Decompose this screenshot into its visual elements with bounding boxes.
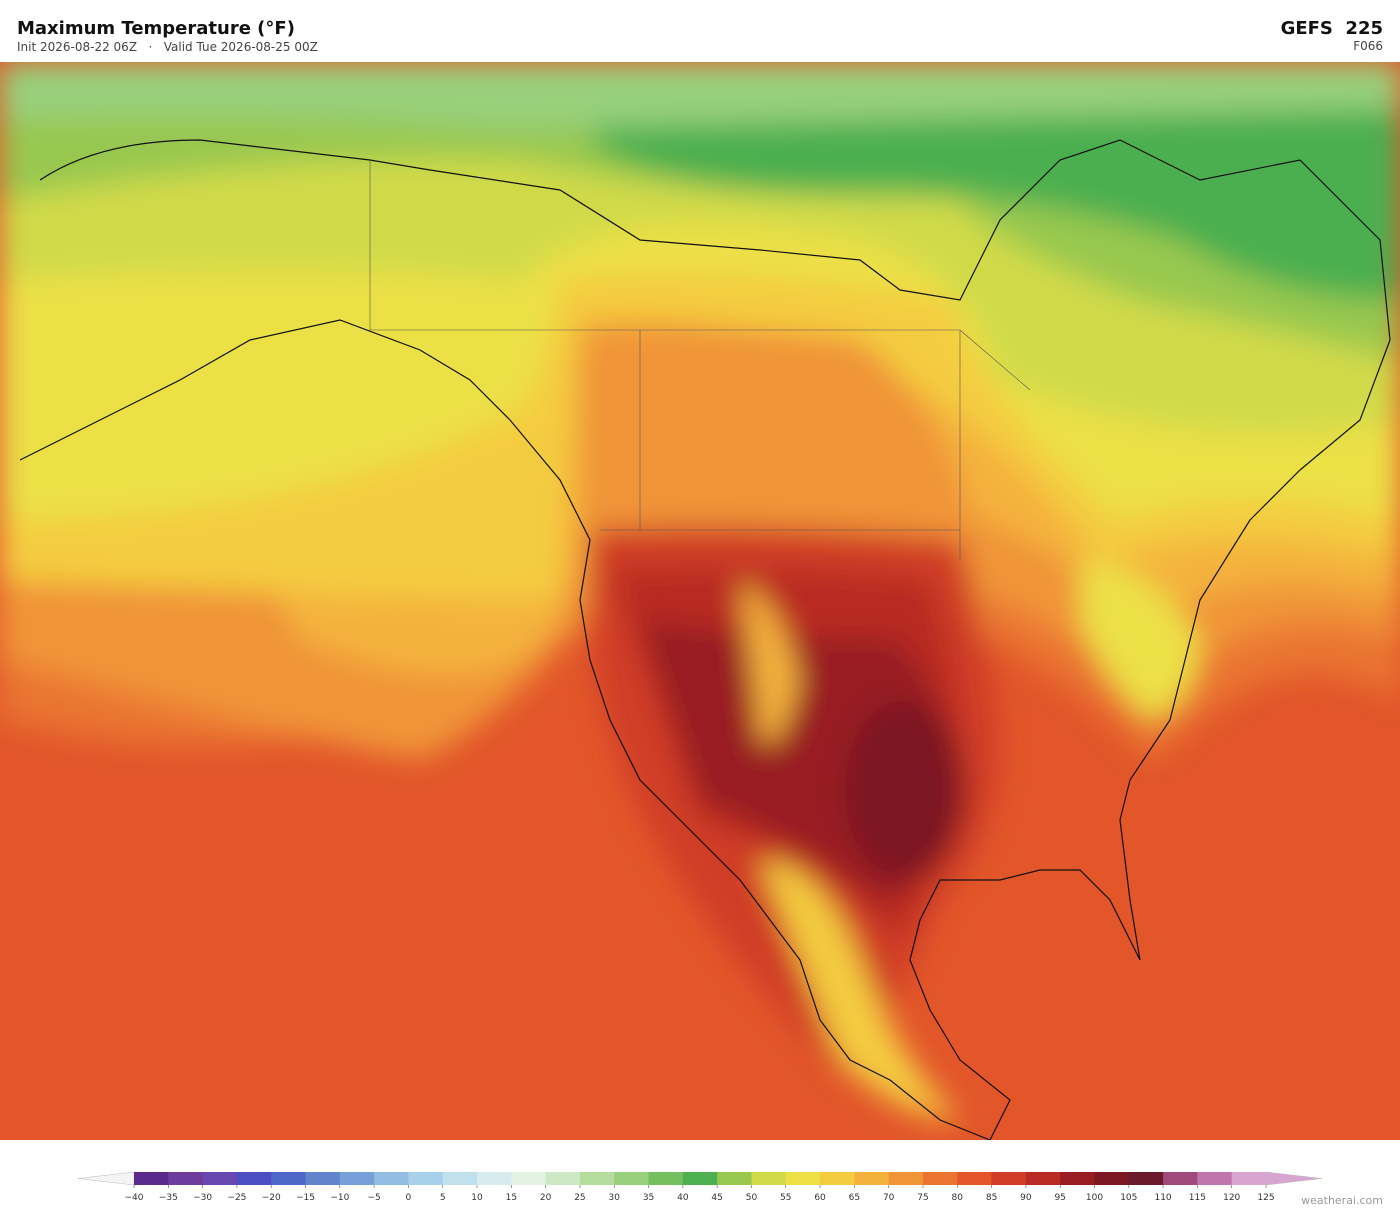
colorbar-tick-label: 115	[1189, 1193, 1206, 1203]
colorbar-tick-label: 50	[746, 1193, 758, 1203]
colorbar-swatch	[957, 1172, 993, 1185]
colorbar-tick-label: 75	[917, 1193, 928, 1203]
colorbar-tick-label: 85	[986, 1193, 997, 1203]
colorbar-tick-label: 10	[471, 1193, 483, 1203]
colorbar-tick-label: 15	[506, 1193, 517, 1203]
colorbar-swatch	[442, 1172, 478, 1185]
colorbar-tick-label: −35	[159, 1193, 178, 1203]
colorbar-swatch	[1197, 1172, 1233, 1185]
colorbar-swatch	[545, 1172, 581, 1185]
colorbar-swatch	[579, 1172, 615, 1185]
credit: weatherai.com	[1301, 1194, 1383, 1207]
colorbar-tick-label: 100	[1086, 1193, 1103, 1203]
colorbar-tick-label: 45	[711, 1193, 722, 1203]
colorbar-swatch	[1163, 1172, 1198, 1185]
forecast: F066	[1353, 39, 1383, 53]
colorbar-tick-label: 30	[609, 1193, 621, 1203]
colorbar-swatch	[785, 1172, 821, 1185]
colorbar-tick-label: 35	[643, 1193, 654, 1203]
colorbar-tick-label: 25	[574, 1193, 585, 1203]
colorbar-swatch	[854, 1172, 890, 1185]
colorbar-extend-low	[77, 1171, 135, 1186]
colorbar-tick-label: 70	[883, 1193, 895, 1203]
colorbar-tick-label: 55	[780, 1193, 791, 1203]
colorbar-swatch	[1025, 1172, 1061, 1185]
colorbar-tick-label: 60	[814, 1193, 826, 1203]
colorbar-swatch	[236, 1172, 272, 1185]
colorbar-tick-label: −20	[262, 1193, 281, 1203]
colorbar-swatch	[922, 1172, 958, 1185]
colorbar-tick-label: 90	[1020, 1193, 1032, 1203]
colorbar-tick-label: −10	[330, 1193, 349, 1203]
colorbar-tick-label: 110	[1154, 1193, 1171, 1203]
colorbar-tick-label: 80	[952, 1193, 964, 1203]
colorbar-swatch	[991, 1172, 1027, 1185]
colorbar-tick-label: −5	[367, 1193, 380, 1203]
colorbar-swatch	[477, 1172, 512, 1185]
colorbar-swatch	[202, 1172, 238, 1185]
colorbar-swatch	[682, 1172, 718, 1185]
colorbar-tick-label: −15	[296, 1193, 315, 1203]
colorbar-extend-high	[1265, 1171, 1323, 1186]
map	[0, 62, 1400, 1140]
colorbar-swatch	[374, 1172, 409, 1185]
subtitle: Init 2026-08-22 06Z · Valid Tue 2026-08-…	[17, 40, 318, 54]
colorbar-tick-label: 20	[540, 1193, 552, 1203]
colorbar: −40 −35 −30 −25 −20 −15 −10 −5 0 5 10 15 20 25 30 35 40 4…	[77, 1171, 1323, 1203]
colorbar-tick-label: 125	[1257, 1193, 1274, 1203]
colorbar-tick-label: 65	[849, 1193, 860, 1203]
colorbar-tick-label: 105	[1120, 1193, 1137, 1203]
colorbar-swatch	[888, 1172, 924, 1185]
colorbar-tick-label: −30	[193, 1193, 212, 1203]
colorbar-swatch	[614, 1172, 650, 1185]
colorbar-swatch	[134, 1172, 169, 1185]
colorbar-tick-label: 95	[1054, 1193, 1065, 1203]
colorbar-swatch	[511, 1172, 547, 1185]
colorbar-swatch	[1060, 1172, 1095, 1185]
colorbar-swatch	[168, 1172, 204, 1185]
colorbar-swatch	[408, 1172, 444, 1185]
colorbar-swatch	[271, 1172, 307, 1185]
colorbar-tick-label: 40	[677, 1193, 689, 1203]
colorbar-swatch	[1231, 1172, 1267, 1185]
colorbar-tick-label: 0	[406, 1193, 412, 1203]
colorbar-swatch	[820, 1172, 855, 1185]
colorbar-tick-label: −25	[227, 1193, 246, 1203]
colorbar-swatch	[1094, 1172, 1130, 1185]
colorbar-swatch	[1128, 1172, 1164, 1185]
colorbar-swatch	[339, 1172, 375, 1185]
colorbar-swatch	[717, 1172, 752, 1185]
title: Maximum Temperature (°F)	[17, 18, 295, 39]
colorbar-tick-label: 120	[1223, 1193, 1240, 1203]
colorbar-swatch	[751, 1172, 787, 1185]
colorbar-swatch	[305, 1172, 341, 1185]
colorbar-tick-label: 5	[440, 1193, 446, 1203]
model: GEFS 225	[1281, 18, 1383, 39]
colorbar-swatch	[648, 1172, 684, 1185]
colorbar-tick-label: −40	[125, 1193, 144, 1203]
